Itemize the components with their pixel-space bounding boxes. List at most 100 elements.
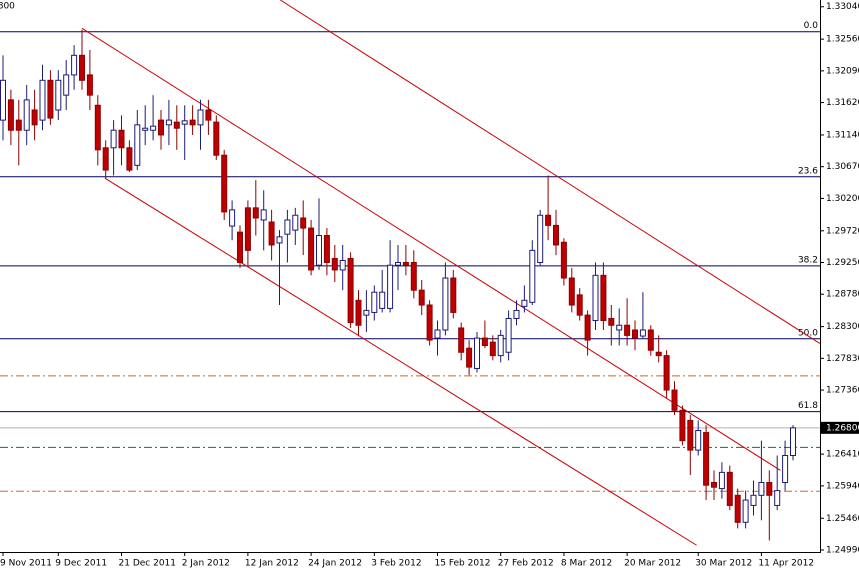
candle-body bbox=[521, 299, 528, 307]
candle-body bbox=[165, 119, 172, 126]
candle-body bbox=[158, 119, 164, 136]
candle-body bbox=[205, 109, 212, 121]
current-price-box bbox=[821, 421, 859, 434]
candle-body bbox=[537, 214, 544, 264]
candle-body bbox=[655, 351, 662, 357]
candle-body bbox=[102, 147, 109, 171]
candle-body bbox=[450, 277, 457, 313]
x-tick-label: 27 Feb 2012 bbox=[498, 559, 554, 569]
candle-body bbox=[79, 54, 85, 81]
x-tick-label: 8 Mar 2012 bbox=[561, 559, 612, 569]
y-tick-label: 1.31140 bbox=[826, 130, 859, 140]
candle-body bbox=[687, 419, 694, 451]
candle-body bbox=[229, 209, 236, 227]
candle-body bbox=[292, 214, 299, 231]
candle-body bbox=[639, 329, 646, 337]
candle-body bbox=[545, 214, 552, 226]
candle-body bbox=[126, 147, 133, 171]
candle-body bbox=[15, 119, 22, 131]
y-tick-label: 1.26410 bbox=[826, 450, 859, 460]
candle-body bbox=[23, 99, 30, 131]
fib-label: 50.0 bbox=[798, 328, 818, 338]
candle-body bbox=[316, 235, 322, 266]
y-tick-label: 1.32090 bbox=[826, 66, 859, 76]
x-tick-label: 9 Dec 2011 bbox=[55, 559, 107, 569]
y-tick-label: 1.28780 bbox=[826, 290, 859, 300]
candle-body bbox=[695, 430, 702, 451]
candle-body bbox=[63, 74, 70, 96]
candle-body bbox=[766, 481, 773, 496]
candle-body bbox=[387, 264, 394, 309]
candle-body bbox=[466, 347, 473, 368]
x-tick-label: 24 Jan 2012 bbox=[308, 559, 362, 569]
candle-body bbox=[395, 262, 401, 266]
y-tick-label: 1.28300 bbox=[826, 322, 859, 332]
candle-body bbox=[481, 337, 488, 347]
candle-body bbox=[71, 54, 78, 76]
candle-body bbox=[86, 74, 93, 96]
y-tick-label: 1.30670 bbox=[826, 162, 859, 172]
candle-body bbox=[252, 207, 259, 219]
candle-body bbox=[679, 409, 686, 442]
y-tick-label: 1.33040 bbox=[826, 2, 859, 12]
candle-body bbox=[584, 314, 591, 341]
candle-body bbox=[339, 259, 346, 271]
candle-body bbox=[39, 79, 46, 121]
candle-body bbox=[197, 109, 204, 126]
channel-line bbox=[81, 27, 781, 471]
candle-body bbox=[244, 207, 251, 251]
candle-body bbox=[110, 129, 117, 149]
candle-body bbox=[671, 389, 678, 411]
candle-body bbox=[434, 329, 441, 339]
candle-body bbox=[150, 125, 157, 131]
x-tick-label: 3 Feb 2012 bbox=[371, 559, 421, 569]
candle-body bbox=[442, 277, 449, 331]
candle-body bbox=[47, 79, 54, 119]
fib-label: 38.2 bbox=[798, 255, 818, 265]
x-tick-label: 15 Feb 2012 bbox=[435, 559, 491, 569]
candle-body bbox=[55, 79, 62, 111]
y-tick-label: 1.32560 bbox=[826, 35, 859, 45]
current-price-label: 1.26800 bbox=[826, 423, 859, 433]
fib-label: 0.0 bbox=[804, 21, 819, 31]
candle-body bbox=[663, 355, 670, 391]
candle-body bbox=[616, 324, 623, 331]
candle-body bbox=[568, 277, 575, 306]
candle-body bbox=[181, 120, 188, 125]
candle-body bbox=[474, 337, 480, 369]
candle-body bbox=[647, 329, 654, 351]
candle-body bbox=[505, 318, 512, 353]
candle-body bbox=[426, 304, 433, 341]
fib-label: 23.6 bbox=[798, 166, 818, 176]
candle-body bbox=[237, 231, 243, 264]
candle-body bbox=[513, 309, 520, 320]
candle-body bbox=[347, 257, 354, 324]
candle-body bbox=[458, 327, 465, 353]
candle-body bbox=[553, 224, 559, 246]
y-tick-label: 1.27360 bbox=[826, 386, 859, 396]
candle-body bbox=[213, 121, 220, 156]
candle-body bbox=[410, 262, 417, 291]
candle-body bbox=[600, 274, 607, 322]
x-tick-label: 12 Jan 2012 bbox=[245, 559, 299, 569]
candle-body bbox=[560, 241, 567, 279]
candle-body bbox=[402, 262, 409, 266]
candle-body bbox=[782, 455, 789, 483]
candle-body bbox=[260, 209, 267, 221]
symbol-label: 6800 bbox=[0, 2, 15, 12]
candle-body bbox=[703, 432, 710, 486]
y-tick-label: 1.29720 bbox=[826, 226, 859, 236]
candle-body bbox=[7, 99, 14, 131]
x-tick-label: 9 Nov 2011 bbox=[0, 559, 52, 569]
y-tick-label: 1.29250 bbox=[826, 258, 859, 268]
candle-body bbox=[418, 289, 425, 306]
candle-body bbox=[173, 121, 180, 129]
x-tick-label: 11 Apr 2012 bbox=[758, 559, 814, 569]
candle-body bbox=[576, 294, 583, 316]
candle-body bbox=[726, 471, 733, 506]
y-tick-label: 1.27830 bbox=[826, 354, 859, 364]
candle-body bbox=[355, 299, 362, 326]
candle-body bbox=[331, 257, 338, 271]
x-tick-label: 30 Mar 2012 bbox=[695, 559, 752, 569]
